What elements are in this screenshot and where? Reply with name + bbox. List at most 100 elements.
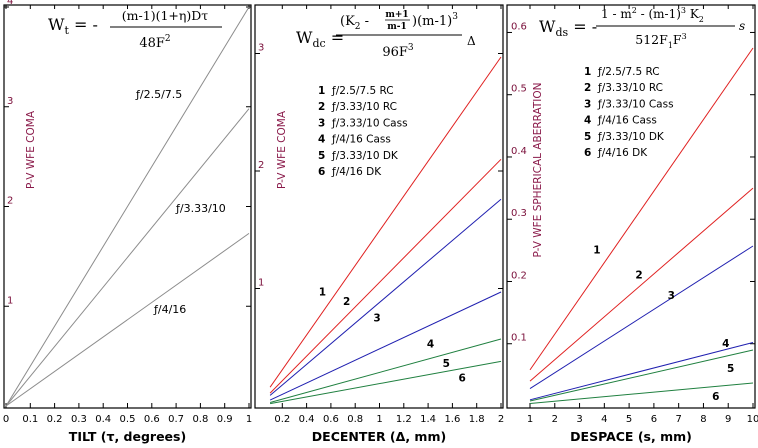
formula-delta: Δ xyxy=(467,34,476,48)
series-line-5 xyxy=(529,349,754,402)
series-annotation: ƒ/4/16 xyxy=(153,303,186,316)
chart-panel-3: 0.1 0.2 0.3 0.4 0.5 0.6 1 2 3 4 5 6 7 8 9 10 1 2 3 4 5 6 DESPA… xyxy=(506,4,758,444)
formula-numerator: (m-1)(1+η)Dτ xyxy=(122,8,208,23)
y-tick-label: 0.6 xyxy=(511,21,527,32)
legend-number: 1 xyxy=(318,85,325,97)
legend-number: 5 xyxy=(584,131,591,143)
legend-label: ƒ/4/16 Cass xyxy=(597,115,657,127)
chart-panel-1: 1 2 3 4 0 0.1 0.2 0.3 0.4 0.5 0.6 0.7 0.8 0.9 1 TILT (τ… xyxy=(3,0,252,444)
series-line-3 xyxy=(5,232,250,407)
legend-number: 3 xyxy=(318,117,325,129)
legend-number: 3 xyxy=(584,98,591,110)
series-line-4 xyxy=(529,342,754,401)
formula-inner-numerator: m+1 xyxy=(385,10,408,20)
x-tick-label: 1 xyxy=(527,414,533,425)
line-label: 3 xyxy=(373,312,380,324)
y-tick-label: 0.4 xyxy=(511,146,527,157)
line-label: 1 xyxy=(319,287,326,299)
formula-lhs: Wdc = xyxy=(296,28,344,50)
x-tick-label: 0.4 xyxy=(95,414,111,425)
x-tick-label: 0.8 xyxy=(192,414,208,425)
x-tick-label: 4 xyxy=(601,414,607,425)
plot-frame xyxy=(254,4,504,409)
y-tick-label: 2 xyxy=(7,196,13,207)
x-tick-label: 0.2 xyxy=(274,414,290,425)
legend-number: 5 xyxy=(318,150,325,162)
x-tick-label: 6 xyxy=(651,414,657,425)
x-tick-label: 1 xyxy=(376,414,382,425)
x-tick-label: 1.6 xyxy=(444,414,460,425)
series-annotation: ƒ/3.33/10 xyxy=(175,202,226,215)
y-axis-label: P-V WFE COMA xyxy=(25,110,37,189)
x-tick-label: 5 xyxy=(626,414,632,425)
legend-label: ƒ/3.33/10 DK xyxy=(597,131,665,143)
y-tick-label: 0.1 xyxy=(511,333,527,344)
formula-numerator: 1 - m2 - (m-1)3 K2 xyxy=(601,6,704,24)
series-line-6 xyxy=(529,382,754,404)
formula-numerator-tail: )(m-1)3 xyxy=(412,12,458,29)
x-tick-label: 0.1 xyxy=(22,414,38,425)
legend-number: 2 xyxy=(584,82,591,94)
line-label: 5 xyxy=(443,358,450,370)
x-tick-label: 0.8 xyxy=(347,414,363,425)
legend-label: ƒ/2.5/7.5 RC xyxy=(597,66,660,78)
series-line-2 xyxy=(269,158,502,394)
series-line-1 xyxy=(529,47,754,371)
x-tick-label: 1 xyxy=(246,414,252,425)
series-line-4 xyxy=(269,291,502,401)
x-axis-label: TILT (τ, degrees) xyxy=(69,429,186,444)
x-tick-label: 3 xyxy=(576,414,582,425)
y-tick-label: 3 xyxy=(258,43,264,54)
legend-label: ƒ/2.5/7.5 RC xyxy=(331,85,394,97)
x-tick-label: 2 xyxy=(498,414,504,425)
legend-number: 1 xyxy=(584,66,591,78)
line-label: 4 xyxy=(722,338,729,350)
legend-label: ƒ/3.33/10 RC xyxy=(331,101,397,113)
x-tick-label: 10 xyxy=(747,414,758,425)
x-tick-label: 8 xyxy=(700,414,706,425)
line-label: 3 xyxy=(668,290,675,302)
y-tick-label: 0.5 xyxy=(511,84,527,95)
x-tick-label: 9 xyxy=(725,414,731,425)
y-tick-label: 1 xyxy=(258,278,264,289)
legend-label: ƒ/3.33/10 Cass xyxy=(597,98,674,110)
legend-number: 6 xyxy=(318,166,325,178)
y-tick-label: 0.2 xyxy=(511,270,527,281)
plot-frame xyxy=(506,4,756,409)
y-tick-label: 4 xyxy=(7,0,13,7)
formula-denominator: 48F2 xyxy=(139,34,170,51)
y-tick-label: 2 xyxy=(258,160,264,171)
x-tick-label: 2 xyxy=(552,414,558,425)
y-tick-label: 0.3 xyxy=(511,208,527,219)
y-axis-label: P-V WFE COMA xyxy=(276,110,288,189)
series-annotation: ƒ/2.5/7.5 xyxy=(135,88,182,101)
y-axis-label: P-V WFE SPHERICAL ABERRATION xyxy=(532,83,544,258)
x-tick-label: 0.7 xyxy=(168,414,184,425)
formula-numerator: (K2 - xyxy=(340,14,369,32)
legend-label: ƒ/3.33/10 DK xyxy=(331,150,399,162)
line-label: 2 xyxy=(635,269,642,281)
line-label: 5 xyxy=(727,363,734,375)
x-tick-label: 0.9 xyxy=(217,414,233,425)
line-label: 6 xyxy=(458,372,465,384)
x-tick-label: 0.3 xyxy=(71,414,87,425)
x-tick-label: 7 xyxy=(675,414,681,425)
formula-s: s xyxy=(739,19,745,33)
x-tick-label: 0 xyxy=(3,414,9,425)
line-label: 6 xyxy=(712,391,719,403)
legend-number: 2 xyxy=(318,101,325,113)
x-tick-label: 1.8 xyxy=(469,414,485,425)
series-line-3 xyxy=(269,198,502,396)
formula-denominator: 96F3 xyxy=(382,43,414,60)
x-axis-label: DECENTER (Δ, mm) xyxy=(312,429,446,444)
series-line-2 xyxy=(529,187,754,382)
x-tick-label: 0.5 xyxy=(120,414,136,425)
x-tick-label: 0.4 xyxy=(299,414,315,425)
x-tick-label: 1.4 xyxy=(420,414,436,425)
legend-label: ƒ/4/16 DK xyxy=(597,147,648,159)
x-tick-label: 1.2 xyxy=(396,414,412,425)
y-tick-label: 1 xyxy=(7,295,13,306)
legend-label: ƒ/3.33/10 RC xyxy=(597,82,663,94)
